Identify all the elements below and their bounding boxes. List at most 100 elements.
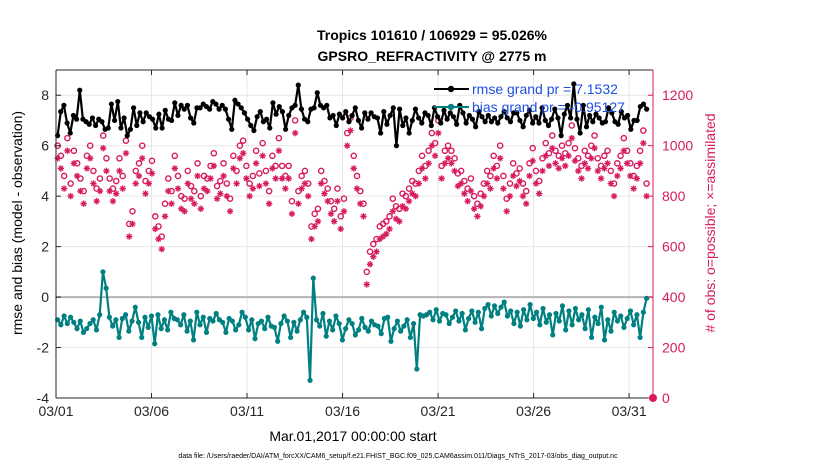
bias-point — [187, 318, 193, 324]
obs-assimilated-point — [464, 198, 471, 205]
bias-point — [427, 309, 433, 315]
rmse-point — [124, 133, 130, 139]
bias-point — [258, 318, 265, 324]
rmse-point — [409, 117, 415, 124]
obs-assimilated-point — [633, 175, 641, 182]
obs-assimilated-point — [243, 175, 250, 182]
obs-assimilated-point — [539, 167, 546, 175]
bias-point — [233, 327, 239, 333]
rmse-point — [479, 114, 485, 120]
obs-assimilated-point — [357, 200, 364, 207]
rmse-point — [542, 117, 548, 124]
obs-assimilated-point — [360, 213, 367, 220]
obs-assimilated-point — [636, 160, 644, 167]
rmse-point — [162, 107, 168, 113]
rmse-point — [533, 114, 539, 120]
obs-assimilated-point — [73, 172, 81, 180]
rmse-point — [606, 105, 612, 111]
rmse-point — [330, 112, 336, 119]
obs-assimilated-point — [402, 205, 410, 212]
obs-possible-point — [324, 185, 332, 192]
obs-assimilated-point — [516, 177, 523, 185]
obs-assimilated-point — [197, 205, 205, 212]
bias-point — [284, 318, 290, 324]
obs-possible-point — [542, 139, 550, 147]
obs-possible-point — [67, 180, 74, 187]
rmse-point — [111, 117, 118, 124]
bias-point — [168, 309, 174, 315]
obs-possible-point — [366, 248, 374, 255]
obs-possible-point — [151, 213, 159, 220]
obs-assimilated-point — [428, 142, 436, 149]
bias-point — [394, 318, 401, 324]
obs-assimilated-point — [594, 167, 601, 175]
rmse-point — [561, 111, 567, 117]
obs-assimilated-point — [99, 145, 107, 152]
obs-possible-point — [275, 134, 283, 142]
rmse-point — [267, 125, 273, 131]
rmse-point — [473, 124, 479, 130]
obs-possible-point — [535, 177, 543, 185]
obs-possible-point — [197, 192, 205, 200]
x-tick-label: 03/11 — [230, 403, 264, 419]
obs-assimilated-point — [347, 127, 354, 134]
bias-point — [200, 314, 206, 320]
obs-assimilated-point — [103, 167, 110, 175]
obs-possible-point — [265, 187, 273, 195]
obs-possible-point — [64, 134, 71, 142]
bias-point — [294, 328, 300, 334]
obs-assimilated-point — [194, 172, 201, 180]
bias-point — [595, 320, 601, 327]
rmse-point — [235, 101, 241, 107]
obs-assimilated-point — [542, 152, 549, 159]
rmse-point — [615, 121, 621, 127]
bias-point — [385, 314, 391, 320]
bias-point — [203, 329, 210, 335]
bias-point — [611, 309, 617, 315]
bias-point — [210, 318, 216, 324]
bias-point — [365, 328, 371, 334]
obs-assimilated-point — [129, 220, 136, 228]
obs-assimilated-point — [601, 165, 608, 172]
obs-assimilated-point — [148, 170, 156, 177]
rmse-point — [403, 115, 409, 121]
obs-possible-point — [389, 195, 397, 202]
rmse-point — [340, 115, 346, 121]
obs-possible-point — [519, 180, 527, 187]
obs-assimilated-point — [558, 155, 566, 162]
obs-assimilated-point — [353, 185, 361, 192]
bias-point — [598, 304, 604, 310]
bias-point — [530, 315, 536, 322]
rmse-point — [311, 105, 317, 111]
bias-point — [252, 336, 258, 342]
obs-assimilated-point — [178, 205, 185, 212]
rmse-point — [378, 130, 384, 136]
bias-point — [576, 317, 582, 323]
rmse-point — [482, 119, 488, 125]
obs-possible-point — [451, 155, 458, 162]
obs-assimilated-point — [57, 165, 65, 172]
obs-possible-point — [503, 195, 510, 202]
obs-assimilated-point — [522, 200, 530, 207]
obs-assimilated-point — [259, 152, 266, 159]
obs-assimilated-point — [337, 225, 344, 233]
rmse-point — [587, 112, 593, 119]
obs-assimilated-point — [155, 235, 162, 243]
obs-assimilated-point — [640, 139, 647, 147]
bias-point — [546, 312, 553, 318]
obs-assimilated-point — [295, 200, 302, 207]
bias-point — [77, 318, 83, 324]
obs-assimilated-point — [366, 261, 374, 268]
rmse-point — [349, 112, 355, 119]
obs-assimilated-point — [412, 192, 419, 200]
obs-possible-point — [103, 155, 110, 162]
obs-assimilated-point — [213, 195, 221, 202]
obs-possible-point — [509, 160, 517, 167]
obs-assimilated-point — [493, 175, 501, 182]
bias-point — [142, 314, 148, 320]
y-tick-label-left: 0 — [41, 289, 49, 305]
rmse-point — [216, 106, 222, 112]
chart-title: Tropics 101610 / 106929 = 95.026% — [317, 27, 548, 43]
rmse-point — [390, 105, 396, 111]
rmse-point — [206, 106, 213, 112]
